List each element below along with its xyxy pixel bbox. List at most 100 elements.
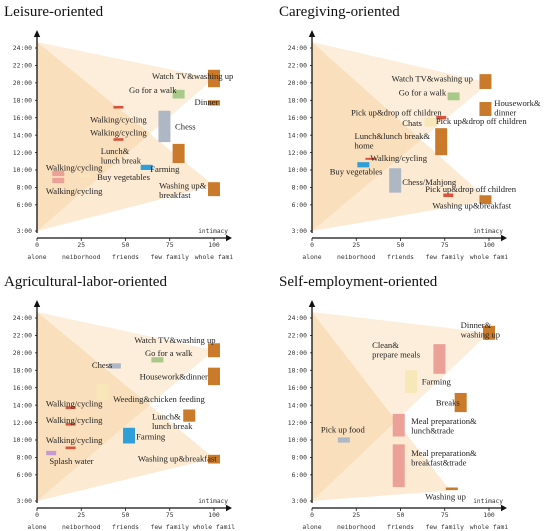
activity-label: Buy vegetables xyxy=(330,167,383,177)
x-tick-value: 100 xyxy=(483,511,495,519)
activity-label: Housework&dinner xyxy=(140,371,208,381)
y-tick-label: 24:00 xyxy=(288,44,307,52)
activity-label: Walking/cycling xyxy=(46,398,103,408)
activity-label: Pick up&drop off children xyxy=(436,116,527,126)
x-tick-value: 50 xyxy=(397,511,405,519)
panel-title: Agricultural-labor-oriented xyxy=(4,274,167,290)
x-tick-label: neiborhood xyxy=(337,253,376,261)
intimacy-fan xyxy=(37,42,214,231)
activity-label: Farming xyxy=(422,377,452,387)
x-tick-value: 50 xyxy=(397,241,405,249)
intimacy-fan xyxy=(312,42,489,231)
activity-mark xyxy=(158,110,171,143)
activity-label: Washing up&breakfast xyxy=(432,201,511,211)
chart-panel-1: Leisure-oriented 3:00 6:00 8:00 10:00 12:00 14… xyxy=(4,4,233,261)
activity-mark xyxy=(357,162,370,168)
y-axis-arrow xyxy=(308,300,316,307)
activity-mark xyxy=(113,138,124,141)
x-tick-value: 0 xyxy=(310,511,314,519)
activity-label: Chess xyxy=(92,360,113,370)
activity-mark xyxy=(392,444,405,488)
y-tick-label: 6:00 xyxy=(292,201,308,209)
x-tick-value: 25 xyxy=(77,241,85,249)
y-tick-label: 12:00 xyxy=(288,419,307,427)
panel-title: Caregiving-oriented xyxy=(279,4,400,20)
y-tick-label: 20:00 xyxy=(288,349,307,357)
activity-label: Chess xyxy=(175,121,196,131)
activity-mark xyxy=(208,182,220,197)
y-tick-label: 10:00 xyxy=(13,166,32,174)
y-tick-label: 12:00 xyxy=(13,149,32,157)
activity-mark xyxy=(172,89,185,99)
x-tick-label: friends xyxy=(112,253,139,261)
x-tick-value: 100 xyxy=(208,511,220,519)
x-tick-label: alone xyxy=(302,523,321,531)
activity-mark xyxy=(208,100,220,106)
activity-mark xyxy=(183,409,196,422)
activity-mark xyxy=(65,446,76,450)
y-tick-label: 16:00 xyxy=(288,384,307,392)
y-tick-label: 22:00 xyxy=(288,332,307,340)
activity-mark xyxy=(52,170,65,177)
activity-label: Farming xyxy=(136,432,166,442)
x-tick-label: friends xyxy=(112,523,139,531)
x-axis-label: intimacy xyxy=(198,498,228,505)
activity-label: Walking/cycling xyxy=(46,435,103,445)
chart-panel-3: Agricultural-labor-oriented 3:00 6:00 8:00 1… xyxy=(4,274,235,531)
activity-label: Splash water xyxy=(49,456,93,466)
activity-label: Watch TV&washing up xyxy=(152,71,233,81)
activity-label: Washing up xyxy=(425,492,466,502)
activity-mark xyxy=(436,115,447,120)
activity-label: Chats xyxy=(402,118,422,128)
y-tick-label: 12:00 xyxy=(288,149,307,157)
activity-label: Go for a walk xyxy=(145,348,193,358)
activity-mark xyxy=(208,343,220,358)
activity-label: Walking/cycling xyxy=(90,114,147,124)
activity-mark xyxy=(365,157,376,160)
x-tick-label: alone xyxy=(27,523,46,531)
activity-label: Washing up&breakfast xyxy=(138,453,217,463)
x-axis-arrow xyxy=(226,504,232,512)
activity-mark xyxy=(151,357,164,363)
intimacy-fan xyxy=(37,42,214,231)
y-tick-label: 3:00 xyxy=(17,497,33,505)
x-tick-label: few family xyxy=(426,523,465,531)
x-tick-label: few family xyxy=(151,253,190,261)
y-tick-label: 14:00 xyxy=(13,131,32,139)
activity-label: Watch TV&washing up xyxy=(134,335,215,345)
x-tick-label: neiborhood xyxy=(337,523,376,531)
y-tick-label: 22:00 xyxy=(13,332,32,340)
activity-label: Lunch& lunch break xyxy=(152,411,193,431)
x-tick-value: 75 xyxy=(441,511,449,519)
x-tick-value: 100 xyxy=(208,241,220,249)
x-tick-label: neiborhood xyxy=(62,523,101,531)
activity-label: Weeding&chicken feeding xyxy=(113,394,205,404)
x-tick-value: 50 xyxy=(122,241,130,249)
activity-label: Lunch& lunch break xyxy=(101,146,142,166)
activity-mark xyxy=(433,344,446,374)
y-tick-label: 18:00 xyxy=(288,96,307,104)
activity-mark xyxy=(447,92,460,101)
y-tick-label: 3:00 xyxy=(292,497,308,505)
activity-mark xyxy=(123,427,136,444)
y-tick-label: 8:00 xyxy=(17,184,33,192)
activity-mark xyxy=(392,413,405,437)
y-tick-label: 3:00 xyxy=(17,227,33,235)
x-tick-label: whole fami xyxy=(195,253,234,261)
activity-label: Walking/cycling xyxy=(46,162,103,172)
intimacy-fan xyxy=(312,312,451,501)
x-tick-value: 75 xyxy=(441,241,449,249)
x-tick-value: 50 xyxy=(122,511,130,519)
y-tick-label: 8:00 xyxy=(17,454,33,462)
x-tick-label: alone xyxy=(27,253,46,261)
activity-mark xyxy=(479,74,492,89)
activity-label: Walking/cycling xyxy=(46,415,103,425)
activity-label: Watch TV&washing up xyxy=(392,74,473,84)
activity-mark xyxy=(208,69,220,88)
y-tick-label: 8:00 xyxy=(292,184,308,192)
activity-label: Washing up&breakfast xyxy=(159,181,207,201)
activity-label: Dinner& washing up xyxy=(461,320,500,340)
activity-mark xyxy=(445,487,458,491)
activity-mark xyxy=(337,437,350,443)
